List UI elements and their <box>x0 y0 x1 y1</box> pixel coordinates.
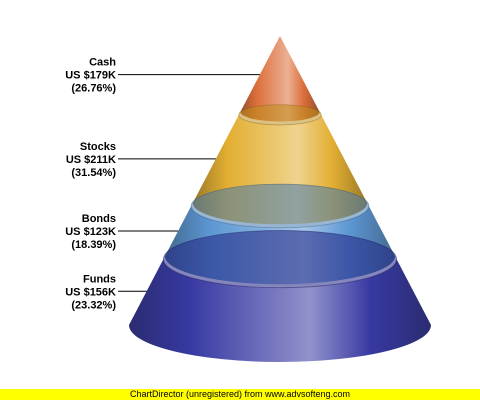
segment-label-bonds-value-text: US $123K <box>65 226 116 238</box>
segment-label-funds-value-text: US $156K <box>65 286 116 298</box>
cone-segment-top-stocks <box>238 104 322 126</box>
cone-segment-top-funds <box>163 230 397 289</box>
segment-label-funds-percent-text: (23.32%) <box>71 299 116 311</box>
segment-label-stocks-percent-text: (31.54%) <box>71 167 116 179</box>
cone-segment-cash <box>240 36 320 122</box>
segment-label-cash-percent-text: (26.76%) <box>71 83 116 95</box>
footer-text: ChartDirector (unregistered) from www.ad… <box>129 389 351 399</box>
segment-label-cash-value-text: US $179K <box>65 70 116 82</box>
segment-label-bonds-percent-text: (18.39%) <box>71 239 116 251</box>
cone-segments <box>129 36 431 362</box>
segment-label-stocks-value-text: US $211K <box>66 154 116 166</box>
segment-label-cash-name: Cash <box>89 57 116 69</box>
cone-segment-funds <box>129 259 431 362</box>
segment-label-stocks-name: Stocks <box>80 141 116 153</box>
segment-label-funds-name: Funds <box>83 273 116 285</box>
segment-label-bonds-name: Bonds <box>82 213 116 225</box>
footer-bar: ChartDirector (unregistered) from www.ad… <box>0 389 480 400</box>
cone-segment-top-bonds <box>190 183 370 229</box>
